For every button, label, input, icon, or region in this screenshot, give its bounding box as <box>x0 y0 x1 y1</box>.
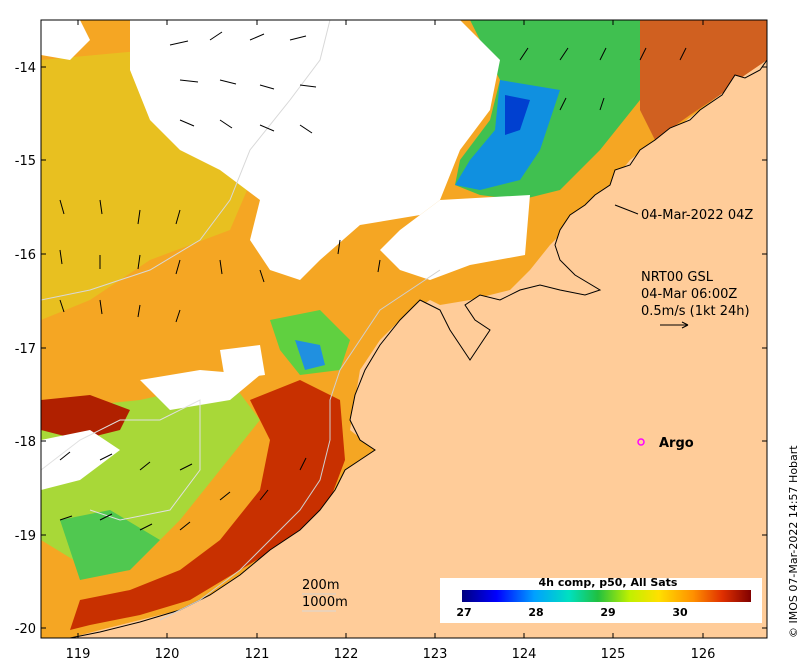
cloud-mask-north <box>130 20 500 280</box>
lon-label: 122 <box>334 647 359 662</box>
contour-1000m-south <box>41 399 201 521</box>
lat-label: -17 <box>15 342 36 357</box>
argo-marker-icon[interactable] <box>637 438 645 446</box>
cloud-mask-west <box>41 20 90 60</box>
sst-green-patch <box>60 510 160 580</box>
lat-label: -20 <box>15 622 36 637</box>
sst-cold-pocket <box>295 340 325 370</box>
contour-200m-label: 200m <box>302 578 339 593</box>
current-time-label: 04-Mar 06:00Z <box>641 287 737 302</box>
colorbar-title: 4h comp, p50, All Sats <box>539 576 678 589</box>
plot-frame <box>40 19 768 639</box>
sst-hot-coastal <box>70 380 345 630</box>
lat-label: -16 <box>15 248 36 263</box>
cloud-mask-inner <box>220 345 265 380</box>
cloud-mask-southwest <box>41 430 120 490</box>
lat-label: -18 <box>15 435 36 450</box>
colorbar-tick: 28 <box>528 606 543 619</box>
lon-label: 119 <box>66 647 91 662</box>
colorbar-tick: 29 <box>600 606 615 619</box>
current-scale-label: 0.5m/s (1kt 24h) <box>641 304 750 319</box>
lon-label: 126 <box>691 647 716 662</box>
cloud-mask-central <box>380 195 530 280</box>
lon-tick-marks <box>77 20 704 638</box>
sst-far-northeast <box>640 20 767 140</box>
sst-hot-west <box>41 395 130 440</box>
cloud-mask-mid <box>140 370 260 410</box>
lon-label: 121 <box>245 647 270 662</box>
lat-tick-marks <box>41 66 767 629</box>
contour-1000m <box>41 20 331 301</box>
contour-1000m-label: 1000m <box>302 595 348 610</box>
sst-warm-band <box>41 50 260 320</box>
colorbar-tick: 30 <box>672 606 688 619</box>
plot-area <box>41 20 767 638</box>
colorbar: 4h comp, p50, All Sats 27 28 29 30 <box>440 576 762 623</box>
argo-label: Argo <box>659 436 694 451</box>
timestamp-label: 04-Mar-2022 04Z <box>641 208 753 223</box>
sst-northeast-deep-blue <box>505 95 530 135</box>
lat-label: -19 <box>15 529 36 544</box>
colorbar-tick: 27 <box>456 606 471 619</box>
lon-label: 124 <box>512 647 537 662</box>
current-vectors <box>59 31 689 531</box>
lon-label: 123 <box>423 647 448 662</box>
colorbar-gradient <box>462 590 751 602</box>
lat-tick-labels: -14 -15 -16 -17 -18 -19 -20 <box>15 61 36 637</box>
lat-label: -14 <box>15 61 36 76</box>
lon-label: 125 <box>601 647 626 662</box>
lon-tick-labels: 119 120 121 122 123 124 125 126 <box>66 647 716 662</box>
lat-label: -15 <box>15 154 36 169</box>
lon-label: 120 <box>155 647 180 662</box>
sst-northeast-blue <box>455 80 560 190</box>
contour-200m <box>159 269 441 621</box>
sst-nearshore-green <box>270 310 350 375</box>
coastline <box>69 59 767 638</box>
current-model-label: NRT00 GSL <box>641 270 714 285</box>
credit-label: © IMOS 07-Mar-2022 14:57 Hobart <box>787 445 800 638</box>
timestamp-leader-line <box>614 204 639 215</box>
